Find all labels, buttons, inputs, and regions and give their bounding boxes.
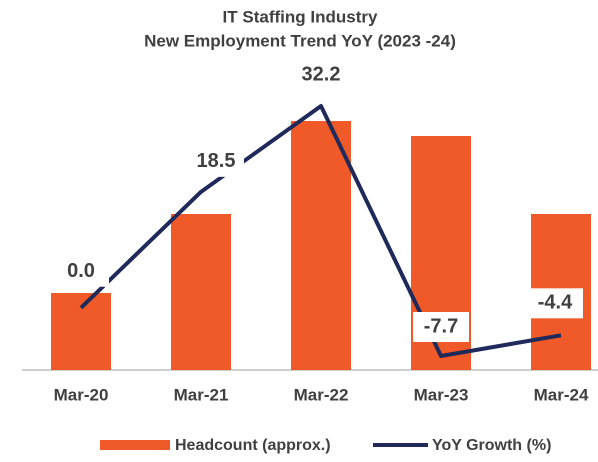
label-box xyxy=(53,256,109,287)
label-box xyxy=(527,288,583,319)
x-tick-label: Mar-23 xyxy=(414,385,469,404)
legend-label: YoY Growth (%) xyxy=(432,437,551,454)
data-label: -7.7 xyxy=(424,315,458,337)
bar xyxy=(51,293,111,370)
data-label: 18.5 xyxy=(197,150,236,172)
data-label: 32.2 xyxy=(302,63,341,85)
label-box xyxy=(413,312,469,342)
data-label: -4.4 xyxy=(538,292,573,314)
bar xyxy=(291,121,351,370)
bar xyxy=(171,214,231,370)
label-box xyxy=(188,146,244,177)
legend-swatch xyxy=(100,440,170,450)
chart-title: New Employment Trend YoY (2023 -24) xyxy=(144,31,456,50)
data-label: 0.0 xyxy=(67,260,95,282)
line xyxy=(79,104,562,358)
x-tick-label: Mar-20 xyxy=(54,385,109,404)
x-tick-label: Mar-22 xyxy=(294,385,349,404)
x-tick-label: Mar-24 xyxy=(534,385,589,404)
chart-title: IT Staffing Industry xyxy=(223,7,378,26)
label-box xyxy=(293,60,349,90)
legend-label: Headcount (approx.) xyxy=(175,437,331,454)
x-tick-label: Mar-21 xyxy=(174,385,229,404)
